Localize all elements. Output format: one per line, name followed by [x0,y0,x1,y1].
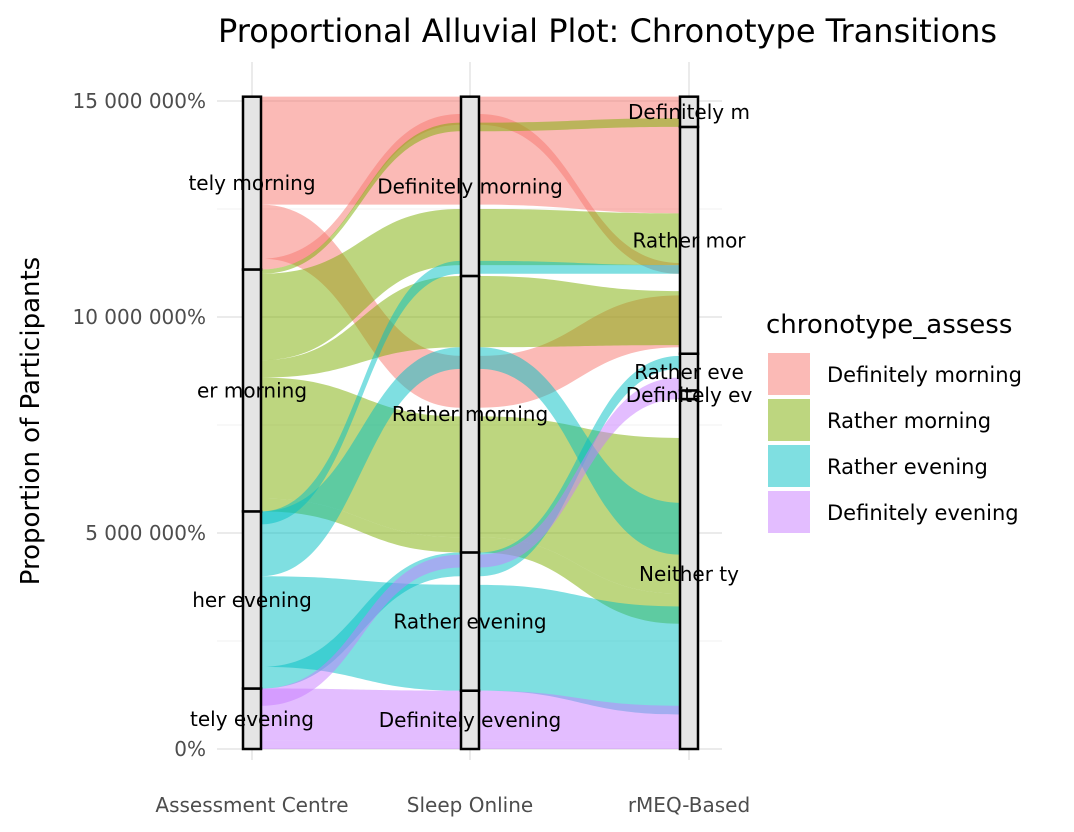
stratum-label-3-3: Rather eve [634,360,744,384]
stratum-box-3-5 [678,95,700,129]
flow-ribbon-15 [261,740,680,749]
flow-ribbon-10 [261,347,680,577]
flow-ribbon-5 [261,209,680,361]
stratum-label-3-1: Neither ty [639,562,739,586]
y-tick-label-3: 10 000 000% [72,305,206,329]
flow-ribbon-13 [261,688,680,741]
stratum-labels: tely evening her evening er morning tely mo… [188,100,752,732]
legend-key-2 [768,399,810,441]
x-tick-label-1: Assessment Centre [155,793,348,817]
x-axis-ticks: Assessment Centre Sleep Online rMEQ-Based [155,793,750,817]
stratum-label-2-3: Rather morning [392,402,548,426]
legend-key-1 [768,353,810,395]
legend-label-1: Definitely morning [827,363,1022,387]
legend-key-4 [768,491,810,533]
flow-ribbons [261,96,680,749]
stratum-label-2-2: Rather evening [393,610,546,634]
stratum-box-2-4 [459,95,481,278]
x-tick-label-2: Sleep Online [407,793,533,817]
y-tick-label-4: 15 000 000% [72,89,206,113]
legend-label-3: Rather evening [827,455,988,479]
stratum-label-3-5: Definitely m [628,100,750,124]
flow-ribbon-12 [261,260,680,525]
stratum-label-3-4: Rather mor [632,228,746,252]
y-tick-label-1: 0% [174,737,206,761]
y-axis-title: Proportion of Participants [16,257,46,585]
chart-title: Proportional Alluvial Plot: Chronotype T… [218,12,997,50]
flow-ribbon-2 [261,204,680,408]
x-tick-label-3: rMEQ-Based [628,793,750,817]
stratum-label-1-2: her evening [192,588,312,612]
legend-label-4: Definitely evening [827,501,1019,525]
flow-ribbon-6 [261,275,680,378]
stratum-label-2-1: Definitely evening [379,708,561,732]
legend-key-3 [768,445,810,487]
stratum-box-1-4 [241,95,263,271]
stratum-label-3-2: Definitely ev [626,383,753,407]
flow-ribbon-8 [261,498,680,624]
legend-title: chronotype_assess [766,310,1012,340]
stratum-label-1-1: tely evening [190,707,314,731]
legend-label-2: Rather morning [827,409,991,433]
y-tick-label-2: 5 000 000% [85,521,206,545]
flow-ribbon-14 [261,377,680,706]
legend: chronotype_assess Definitely morning Rath… [766,310,1022,533]
y-axis-ticks: 0% 5 000 000% 10 000 000% 15 000 000% [72,89,206,761]
stratum-label-1-4: tely morning [188,171,315,195]
stratum-label-1-3: er morning [197,378,307,402]
stratum-label-2-4: Definitely morning [377,174,563,198]
flow-ribbon-11 [261,355,680,689]
strata-boxes [241,95,700,751]
